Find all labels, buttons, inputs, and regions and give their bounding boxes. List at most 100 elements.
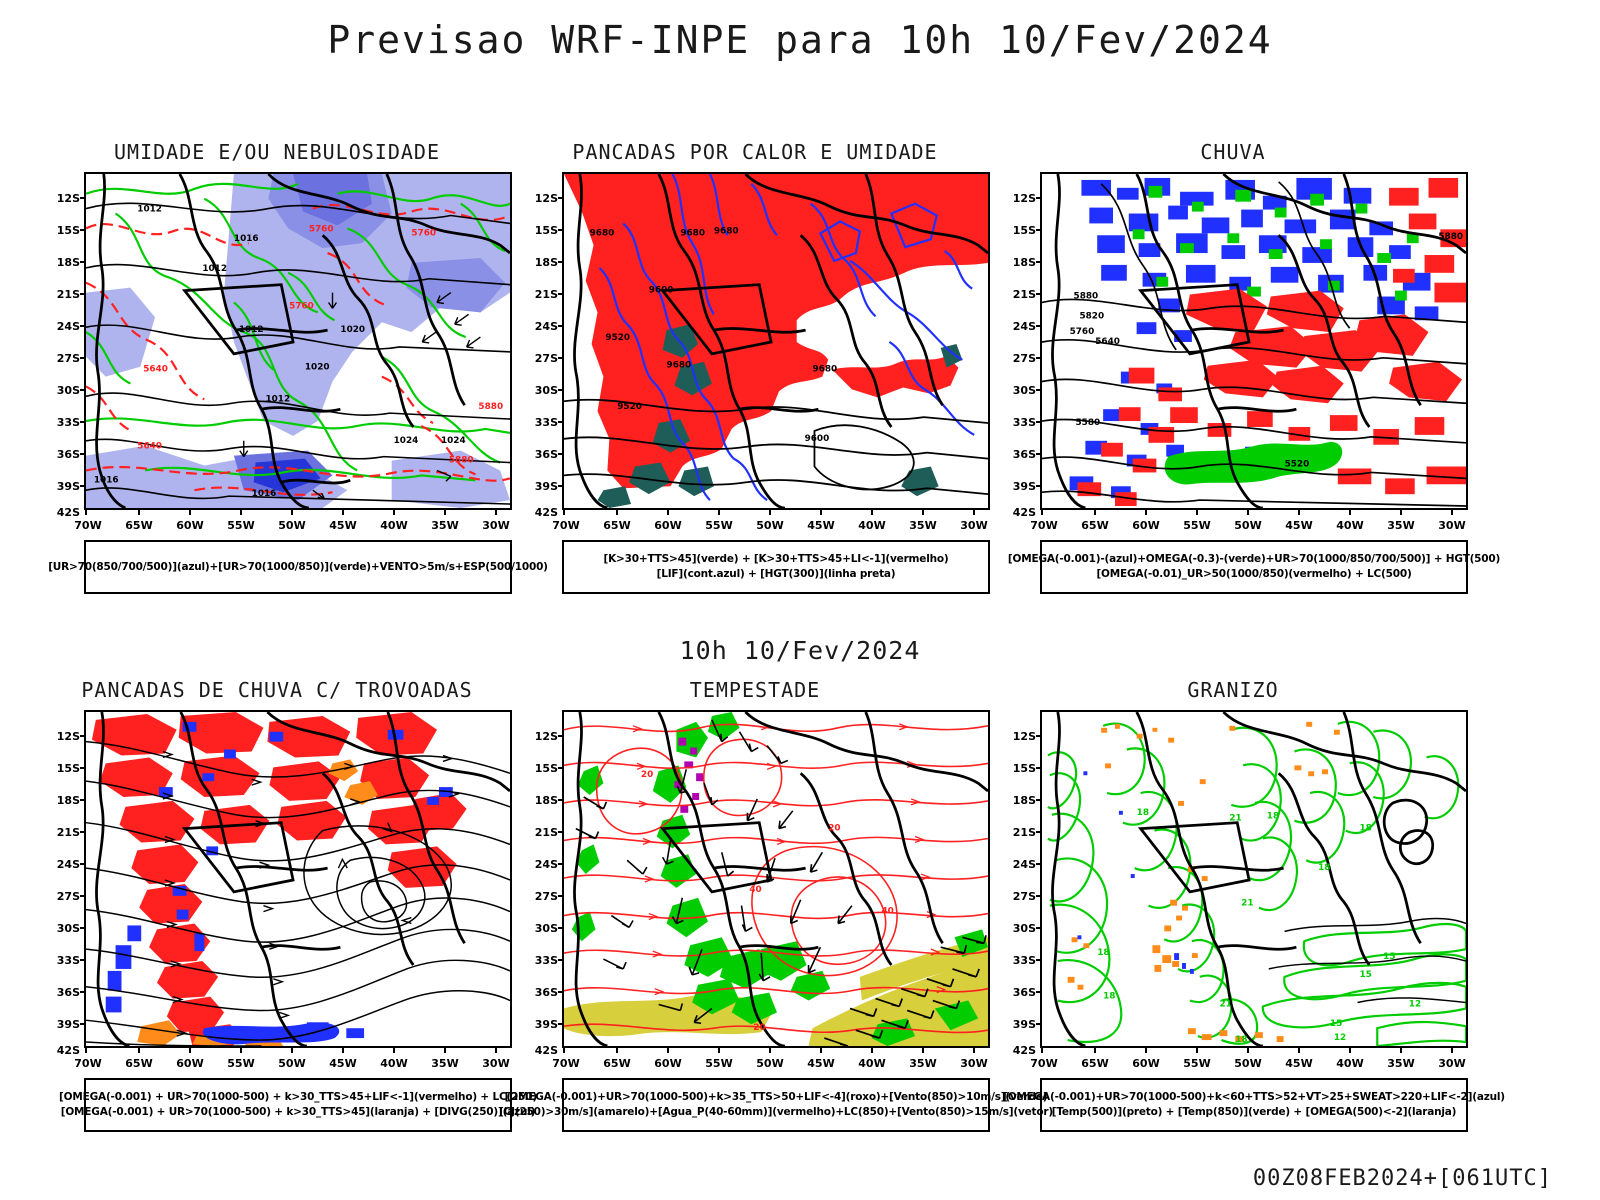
svg-text:18: 18 (1137, 808, 1149, 818)
xlabel-tempestade-8: 30W (960, 1057, 988, 1070)
svg-text:1016: 1016 (252, 489, 277, 499)
ylabel-umidade-7: 33S (56, 416, 80, 429)
svg-text:15: 15 (1383, 952, 1395, 962)
legend-pancadas-calor: [K>30+TTS>45](verde) + [K>30+TTS>45+LI<-… (562, 540, 990, 594)
ylabel-tempestade-1: 15S (534, 762, 558, 775)
ylabel-chuva-0: 12S (1012, 192, 1036, 205)
ylabel-pancadas-calor-10: 42S (534, 506, 558, 519)
svg-text:9680: 9680 (590, 228, 615, 238)
svg-text:5640: 5640 (143, 365, 168, 375)
ylabel-granizo-8: 36S (1012, 986, 1036, 999)
xlabel-chuva-5: 45W (1285, 519, 1313, 532)
svg-text:5880: 5880 (1074, 292, 1099, 302)
svg-text:21: 21 (1229, 814, 1241, 824)
ylabel-tempestade-9: 39S (534, 1018, 558, 1031)
ylabel-chuva-10: 42S (1012, 506, 1036, 519)
ylabel-tempestade-10: 42S (534, 1044, 558, 1057)
ylabel-tempestade-4: 24S (534, 858, 558, 871)
ylabel-umidade-8: 36S (56, 448, 80, 461)
legend-granizo: [OMEGA(-0.001)+UR>70(1000-500)+k<60+TTS>… (1003, 1078, 1505, 1132)
svg-text:18: 18 (1267, 812, 1279, 822)
map-frame-pancadas-calor[interactable]: 9680 9680 9680 9600 9680 9520 9520 9680 … (562, 172, 990, 510)
ylabel-chuva-3: 21S (1012, 288, 1036, 301)
xlabel-chuva-4: 50W (1234, 519, 1262, 532)
ylabel-tempestade-0: 12S (534, 730, 558, 743)
ylabel-pancadas-trovoadas-10: 42S (56, 1044, 80, 1057)
xlabel-pancadas-trovoadas-0: 70W (74, 1057, 102, 1070)
svg-text:5760: 5760 (1070, 327, 1095, 337)
ylabel-pancadas-trovoadas-7: 33S (56, 954, 80, 967)
xlabel-pancadas-calor-7: 35W (909, 519, 937, 532)
svg-text:5760: 5760 (289, 301, 314, 311)
xlabel-tempestade-0: 70W (552, 1057, 580, 1070)
legend-line: [OMEGA(-0.001)+UR>70(1000-500)+k>35_TTS>… (504, 1091, 1048, 1103)
svg-text:9600: 9600 (649, 286, 674, 296)
ylabel-umidade-9: 39S (56, 480, 80, 493)
xlabel-pancadas-calor-6: 40W (858, 519, 886, 532)
panel-pancadas-trovoadas: PANCADAS DE CHUVA C/ TROVOADAS (42, 678, 537, 1132)
map-frame-chuva[interactable]: 5880 5880 5820 5760 5640 5580 5520 (1040, 172, 1468, 510)
ylabel-pancadas-trovoadas-0: 12S (56, 730, 80, 743)
xlabel-tempestade-2: 60W (654, 1057, 682, 1070)
ylabel-umidade-10: 42S (56, 506, 80, 519)
legend-line: [OMEGA(-0.001) + UR>70(1000-500) + k>30_… (60, 1106, 536, 1118)
map-frame-granizo[interactable]: 18 21 18 18 18 21 18 18 21 15 15 15 18 1… (1040, 710, 1468, 1048)
model-run-stamp: 00Z08FEB2024+[061UTC] (1252, 1166, 1552, 1191)
svg-text:18: 18 (1103, 992, 1115, 1002)
panel-title-tempestade: TEMPESTADE (689, 678, 821, 702)
map-frame-umidade[interactable]: 1012 1012 1016 1012 1020 1012 1024 1024 … (84, 172, 512, 510)
legend-line: [OMEGA(-0.001) + UR>70(1000-500) + k>30_… (59, 1091, 537, 1103)
xlabel-tempestade-6: 40W (858, 1057, 886, 1070)
ylabel-pancadas-calor-3: 21S (534, 288, 558, 301)
xlabel-tempestade-3: 55W (705, 1057, 733, 1070)
ylabel-pancadas-trovoadas-9: 39S (56, 1018, 80, 1031)
svg-text:40: 40 (749, 885, 761, 895)
ylabel-umidade-4: 24S (56, 320, 80, 333)
legend-line: [K>30+TTS>45](verde) + [K>30+TTS>45+LI<-… (603, 553, 949, 565)
xlabel-umidade-1: 65W (125, 519, 153, 532)
xlabel-pancadas-calor-5: 45W (807, 519, 835, 532)
ylabel-pancadas-calor-9: 39S (534, 480, 558, 493)
xlabel-tempestade-7: 35W (909, 1057, 937, 1070)
xlabel-pancadas-calor-4: 50W (756, 519, 784, 532)
map-frame-pancadas-trovoadas[interactable] (84, 710, 512, 1048)
xlabel-chuva-8: 30W (1438, 519, 1466, 532)
ylabel-tempestade-2: 18S (534, 794, 558, 807)
xlabel-tempestade-4: 50W (756, 1057, 784, 1070)
svg-text:5760: 5760 (309, 224, 334, 234)
svg-text:5880: 5880 (449, 456, 474, 466)
ylabel-pancadas-trovoadas-3: 21S (56, 826, 80, 839)
ylabel-granizo-5: 27S (1012, 890, 1036, 903)
svg-text:20: 20 (753, 1023, 765, 1033)
ylabel-granizo-2: 18S (1012, 794, 1036, 807)
ylabel-pancadas-trovoadas-2: 18S (56, 794, 80, 807)
xlabel-chuva-2: 60W (1132, 519, 1160, 532)
ylabel-chuva-2: 18S (1012, 256, 1036, 269)
xlabel-chuva-7: 35W (1387, 519, 1415, 532)
xlabel-tempestade-5: 45W (807, 1057, 835, 1070)
xlabel-pancadas-trovoadas-1: 65W (125, 1057, 153, 1070)
ylabel-tempestade-5: 27S (534, 890, 558, 903)
map-frame-tempestade[interactable]: 40 40 20 20 20 (562, 710, 990, 1048)
ylabel-umidade-2: 18S (56, 256, 80, 269)
ylabel-chuva-5: 27S (1012, 352, 1036, 365)
ylabel-umidade-3: 21S (56, 288, 80, 301)
ylabel-tempestade-7: 33S (534, 954, 558, 967)
plot-area-chuva: 5880 5880 5820 5760 5640 5580 5520 12S 1… (998, 172, 1468, 532)
xlabel-pancadas-trovoadas-7: 35W (431, 1057, 459, 1070)
xlabel-pancadas-trovoadas-2: 60W (176, 1057, 204, 1070)
ylabel-granizo-3: 21S (1012, 826, 1036, 839)
xlabel-chuva-3: 55W (1183, 519, 1211, 532)
svg-text:5820: 5820 (1079, 311, 1104, 321)
legend-pancadas-trovoadas: [OMEGA(-0.001) + UR>70(1000-500) + k>30_… (59, 1078, 537, 1132)
svg-text:15: 15 (1330, 1019, 1342, 1029)
ylabel-chuva-8: 36S (1012, 448, 1036, 461)
panel-umidade: UMIDADE E/OU NEBULOSIDADE (42, 140, 548, 594)
ylabel-chuva-6: 30S (1012, 384, 1036, 397)
legend-umidade: [UR>70(850/700/500)](azul)+[UR>70(1000/8… (48, 540, 548, 594)
svg-text:9680: 9680 (812, 365, 837, 375)
ylabel-pancadas-trovoadas-6: 30S (56, 922, 80, 935)
mid-row-title: 10h 10/Fev/2024 (679, 636, 921, 665)
svg-text:1012: 1012 (265, 394, 290, 404)
page-title: Previsao WRF-INPE para 10h 10/Fev/2024 (327, 18, 1273, 62)
